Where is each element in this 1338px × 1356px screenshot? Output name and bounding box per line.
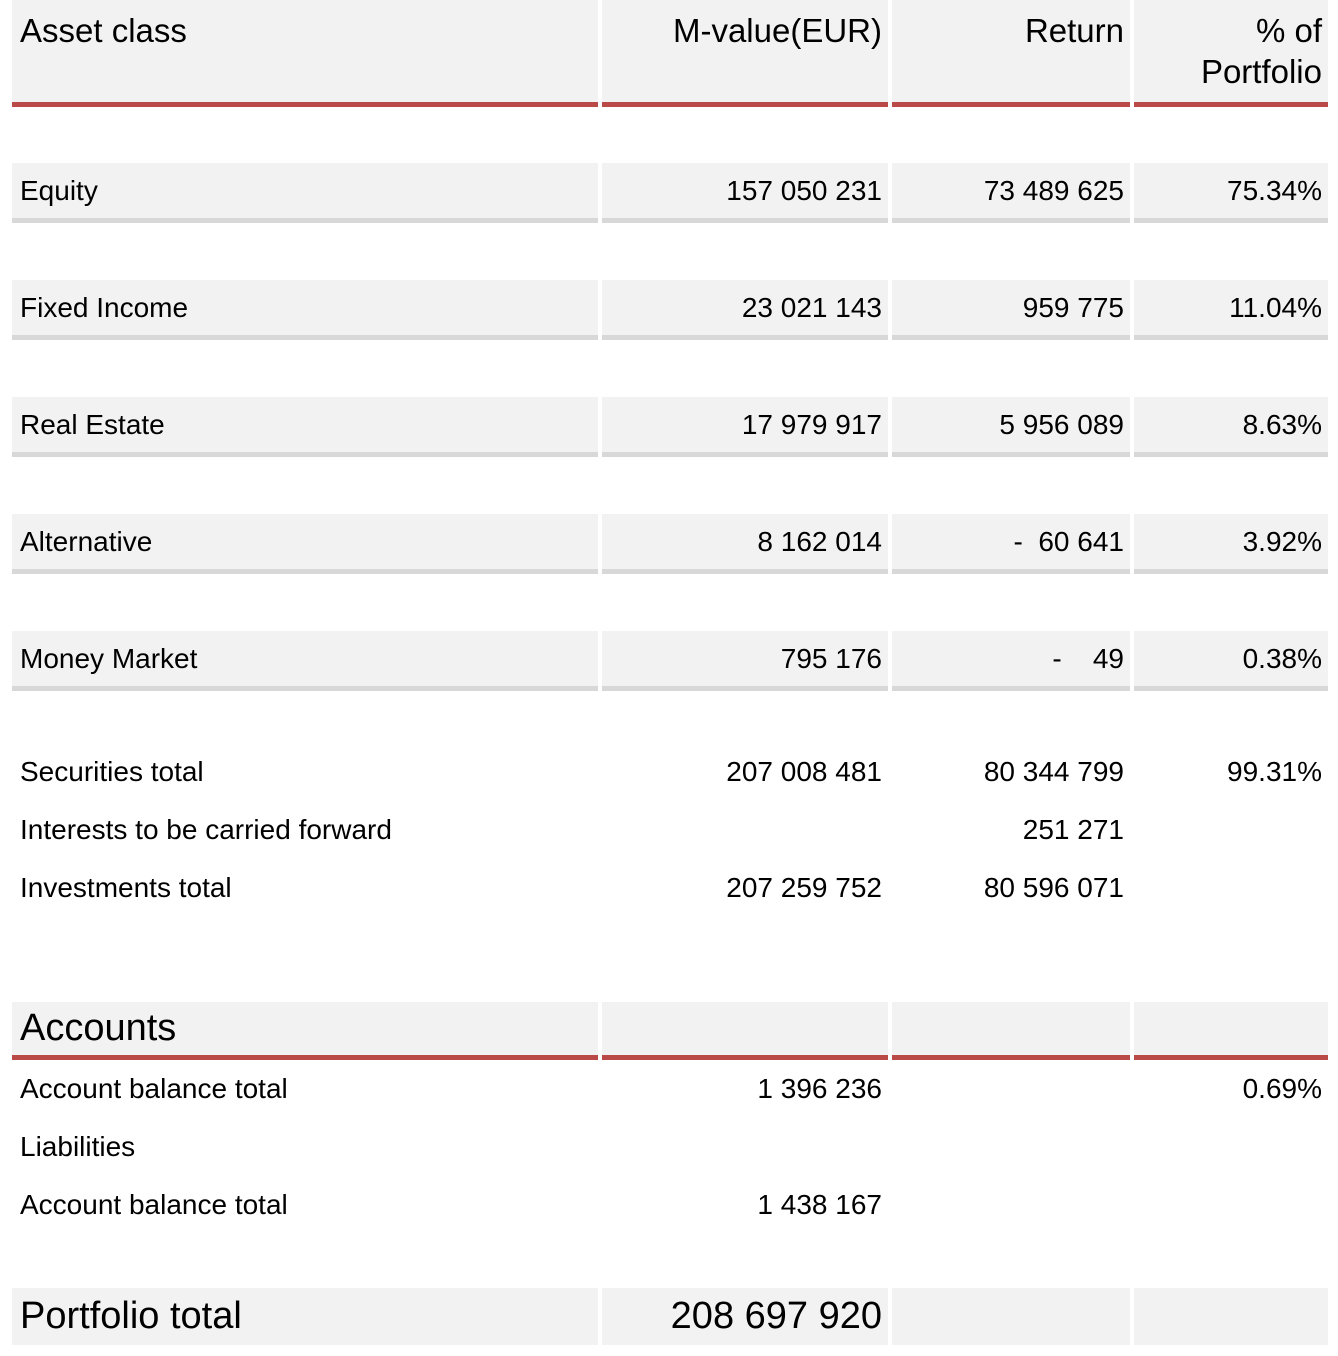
m-value-cell (602, 1118, 888, 1176)
pct-cell (1134, 1176, 1328, 1234)
asset-class-label: Alternative (12, 514, 598, 574)
m-value-cell: 1 396 236 (757, 1073, 882, 1104)
return-cell: 959 775 (892, 280, 1130, 340)
summary-label: Securities total (20, 756, 204, 787)
table-row-real-estate: Real Estate 17 979 917 5 956 089 8.63% (12, 397, 1328, 457)
pct-cell: 3.92% (1134, 514, 1328, 574)
return-cell (892, 1118, 1130, 1176)
accounts-header-spacer (892, 1002, 1130, 1060)
table-row-interests-carried-forward: Interests to be carried forward 251 271 (12, 801, 1328, 859)
pct-cell: 8.63% (1134, 397, 1328, 457)
return-cell: 80 596 071 (983, 872, 1124, 903)
return-cell: 73 489 625 (892, 163, 1130, 223)
m-value-cell: 1 438 167 (757, 1189, 882, 1220)
column-header-pct-of-portfolio: % of Portfolio (1134, 0, 1328, 107)
asset-class-label: Real Estate (12, 397, 598, 457)
table-row-investments-total: Investments total 207 259 752 80 596 071 (12, 859, 1328, 917)
table-header-row: Asset class M-value(EUR) Return % of Por… (12, 0, 1328, 107)
table-row-money-market: Money Market 795 176 - 49 0.38% (12, 631, 1328, 691)
m-value-cell: 17 979 917 (602, 397, 888, 457)
portfolio-total-label: Portfolio total (12, 1288, 598, 1345)
m-value-cell: 207 259 752 (726, 872, 882, 903)
column-header-m-value: M-value(EUR) (602, 0, 888, 107)
return-cell: 5 956 089 (892, 397, 1130, 457)
portfolio-total-spacer (1134, 1288, 1328, 1345)
accounts-header-spacer (1134, 1002, 1328, 1060)
pct-cell: 11.04% (1134, 280, 1328, 340)
pct-cell (1134, 1118, 1328, 1176)
summary-label: Interests to be carried forward (20, 814, 392, 845)
asset-class-label: Money Market (12, 631, 598, 691)
accounts-section-header: Accounts (12, 1002, 1328, 1060)
pct-cell: 99.31% (1227, 756, 1322, 787)
accounts-section-title: Accounts (12, 1002, 598, 1060)
table-row-equity: Equity 157 050 231 73 489 625 75.34% (12, 163, 1328, 223)
m-value-cell: 795 176 (602, 631, 888, 691)
pct-cell: 0.69% (1242, 1073, 1322, 1104)
m-value-cell (602, 801, 888, 859)
table-row-account-balance-total: Account balance total 1 396 236 0.69% (12, 1060, 1328, 1118)
return-cell: 80 344 799 (983, 756, 1124, 787)
m-value-cell: 23 021 143 (602, 280, 888, 340)
account-label: Liabilities (20, 1131, 136, 1162)
return-cell: 251 271 (1022, 814, 1124, 845)
portfolio-total-value: 208 697 920 (602, 1288, 888, 1345)
table-row-liabilities-account-balance-total: Account balance total 1 438 167 (12, 1176, 1328, 1234)
pct-cell (1134, 859, 1328, 917)
pct-cell: 0.38% (1134, 631, 1328, 691)
table-row-liabilities: Liabilities (12, 1118, 1328, 1176)
column-header-return: Return (892, 0, 1130, 107)
summary-label: Investments total (20, 872, 232, 903)
portfolio-total-row: Portfolio total 208 697 920 (12, 1288, 1328, 1345)
pct-cell: 75.34% (1134, 163, 1328, 223)
table-row-fixed-income: Fixed Income 23 021 143 959 775 11.04% (12, 280, 1328, 340)
return-cell (892, 1060, 1130, 1118)
table-row-securities-total: Securities total 207 008 481 80 344 799 … (12, 743, 1328, 801)
account-label: Account balance total (20, 1189, 288, 1220)
accounts-header-spacer (602, 1002, 888, 1060)
return-cell: - 49 (892, 631, 1130, 691)
asset-class-label: Equity (12, 163, 598, 223)
m-value-cell: 8 162 014 (602, 514, 888, 574)
m-value-cell: 207 008 481 (726, 756, 882, 787)
portfolio-total-spacer (892, 1288, 1130, 1345)
table-row-alternative: Alternative 8 162 014 - 60 641 3.92% (12, 514, 1328, 574)
portfolio-report-table: Asset class M-value(EUR) Return % of Por… (12, 0, 1328, 1345)
pct-cell (1134, 801, 1328, 859)
return-cell (892, 1176, 1130, 1234)
asset-class-label: Fixed Income (12, 280, 598, 340)
account-label: Account balance total (20, 1073, 288, 1104)
m-value-cell: 157 050 231 (602, 163, 888, 223)
return-cell: - 60 641 (892, 514, 1130, 574)
column-header-asset-class: Asset class (12, 0, 598, 107)
